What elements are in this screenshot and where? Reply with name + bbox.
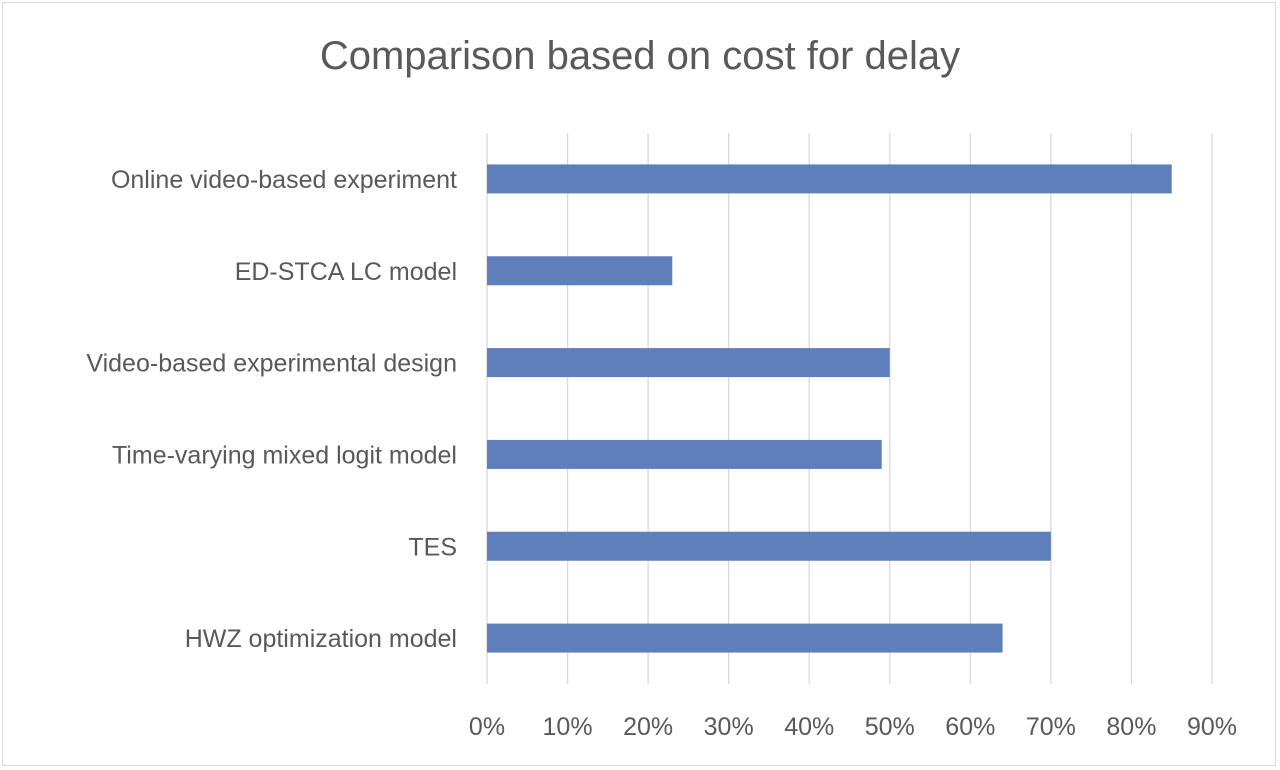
category-label: TES: [408, 533, 457, 561]
x-tick-label: 10%: [543, 713, 593, 741]
x-tick-label: 70%: [1026, 713, 1076, 741]
category-label: HWZ optimization model: [185, 625, 457, 653]
bar: [487, 623, 1003, 653]
category-label: Online video-based experiment: [111, 166, 457, 194]
chart-title: Comparison based on cost for delay: [319, 34, 961, 78]
x-tick-label: 90%: [1187, 713, 1237, 741]
x-tick-label: 30%: [704, 713, 754, 741]
bar: [487, 531, 1051, 561]
x-tick-label: 40%: [784, 713, 834, 741]
x-tick-label: 20%: [623, 713, 673, 741]
bar: [487, 164, 1172, 194]
x-tick-label: 0%: [469, 713, 505, 741]
bar: [487, 439, 882, 469]
category-label: Time-varying mixed logit model: [112, 441, 457, 469]
bar: [487, 348, 890, 378]
x-tick-label: 50%: [865, 713, 915, 741]
category-label: ED-STCA LC model: [235, 258, 457, 286]
category-label: Video-based experimental design: [86, 350, 457, 378]
bar: [487, 256, 673, 286]
x-tick-label: 80%: [1106, 713, 1156, 741]
x-tick-label: 60%: [945, 713, 995, 741]
